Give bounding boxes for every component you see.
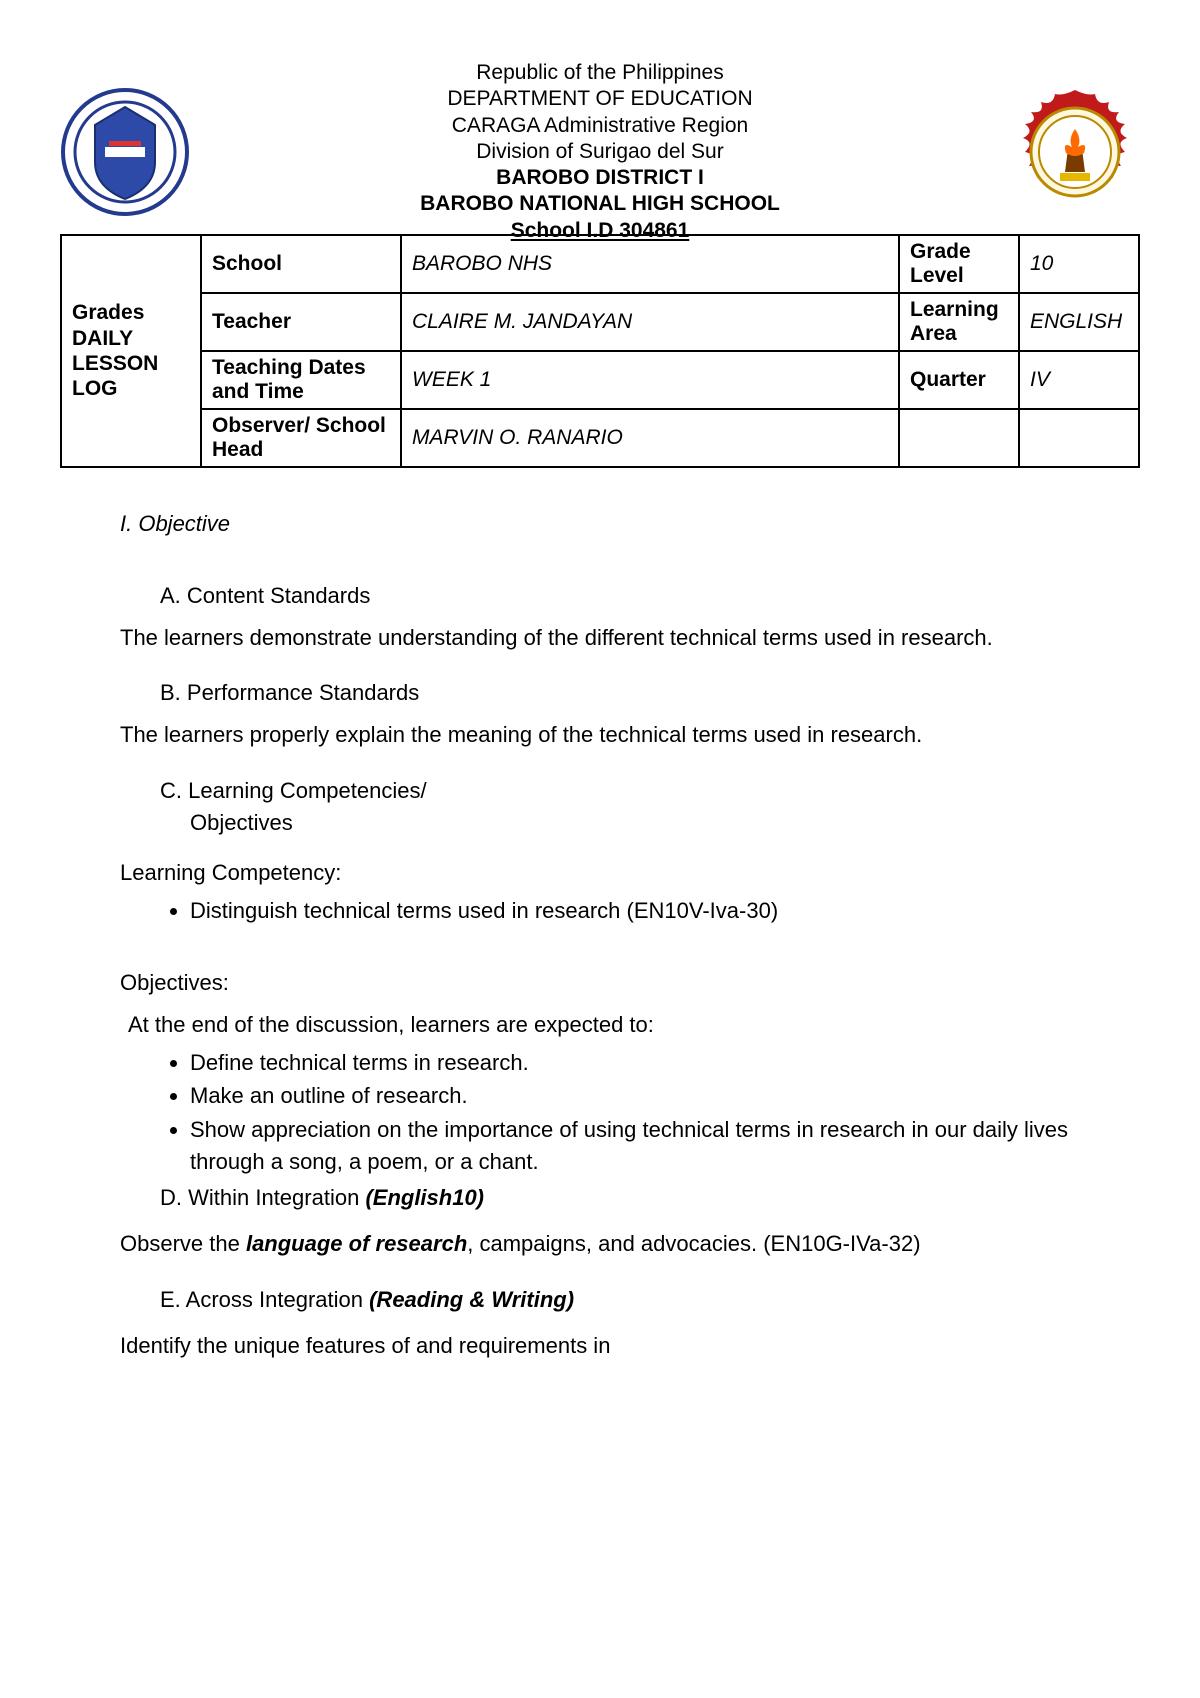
section-c-label-line2: Objectives bbox=[190, 807, 1080, 839]
objectives-title: Objectives: bbox=[120, 967, 1080, 999]
section-a-label: A. Content Standards bbox=[160, 580, 1080, 612]
info-label2: Learning Area bbox=[899, 293, 1019, 351]
section-d-text: Observe the language of research, campai… bbox=[120, 1228, 1080, 1260]
info-value2: IV bbox=[1019, 351, 1139, 409]
section-e-label-pre: E. Across Integration bbox=[160, 1287, 369, 1312]
info-value2 bbox=[1019, 409, 1139, 467]
section-d-text-bold: language of research bbox=[246, 1231, 467, 1256]
side-label-text: Grades DAILY LESSON LOG bbox=[72, 300, 190, 401]
table-row: Teacher CLAIRE M. JANDAYAN Learning Area… bbox=[61, 293, 1139, 351]
info-value: MARVIN O. RANARIO bbox=[401, 409, 899, 467]
info-value: WEEK 1 bbox=[401, 351, 899, 409]
objectives-intro: At the end of the discussion, learners a… bbox=[128, 1009, 1080, 1041]
info-value2: ENGLISH bbox=[1019, 293, 1139, 351]
section-d-label: D. Within Integration (English10) bbox=[160, 1182, 1080, 1214]
info-label: Teacher bbox=[201, 293, 401, 351]
info-value: CLAIRE M. JANDAYAN bbox=[401, 293, 899, 351]
info-label2 bbox=[899, 409, 1019, 467]
section-c-label-line1: C. Learning Competencies/ bbox=[160, 775, 1080, 807]
header-line-6: BAROBO NATIONAL HIGH SCHOOL bbox=[190, 191, 1010, 217]
objectives-list: Define technical terms in research. Make… bbox=[190, 1047, 1080, 1179]
learning-competency-title: Learning Competency: bbox=[120, 857, 1080, 889]
header-text-block: Republic of the Philippines DEPARTMENT O… bbox=[190, 60, 1010, 244]
section-e-text: Identify the unique features of and requ… bbox=[120, 1330, 1080, 1362]
document-header: Republic of the Philippines DEPARTMENT O… bbox=[60, 60, 1140, 244]
section-title-objective: I. Objective bbox=[120, 508, 1080, 540]
section-b-label: B. Performance Standards bbox=[160, 677, 1080, 709]
section-a-text: The learners demonstrate understanding o… bbox=[120, 622, 1080, 654]
section-d-label-ital: (English10) bbox=[365, 1185, 484, 1210]
list-item: Distinguish technical terms used in rese… bbox=[190, 895, 1080, 927]
info-value2: 10 bbox=[1019, 235, 1139, 293]
school-seal-logo bbox=[1010, 87, 1140, 217]
document-body: I. Objective A. Content Standards The le… bbox=[60, 508, 1140, 1362]
learning-competency-list: Distinguish technical terms used in rese… bbox=[190, 895, 1080, 927]
header-line-2: DEPARTMENT OF EDUCATION bbox=[190, 86, 1010, 112]
deped-seal-logo bbox=[60, 87, 190, 217]
section-d-text-pre: Observe the bbox=[120, 1231, 246, 1256]
header-line-3: CARAGA Administrative Region bbox=[190, 113, 1010, 139]
header-line-5: BAROBO DISTRICT I bbox=[190, 165, 1010, 191]
table-row: Teaching Dates and Time WEEK 1 Quarter I… bbox=[61, 351, 1139, 409]
section-b-text: The learners properly explain the meanin… bbox=[120, 719, 1080, 751]
side-label: Grades DAILY LESSON LOG bbox=[61, 235, 201, 467]
info-label: Observer/ School Head bbox=[201, 409, 401, 467]
header-line-4: Division of Surigao del Sur bbox=[190, 139, 1010, 165]
section-d-label-pre: D. Within Integration bbox=[160, 1185, 365, 1210]
table-row: Observer/ School Head MARVIN O. RANARIO bbox=[61, 409, 1139, 467]
list-item: Show appreciation on the importance of u… bbox=[190, 1114, 1080, 1178]
info-label: Teaching Dates and Time bbox=[201, 351, 401, 409]
list-item: Make an outline of research. bbox=[190, 1080, 1080, 1112]
header-school-id: School I.D 304861 bbox=[190, 218, 1010, 244]
section-d-text-post: , campaigns, and advocacies. (EN10G-IVa-… bbox=[467, 1231, 920, 1256]
lesson-info-table: Grades DAILY LESSON LOG School BAROBO NH… bbox=[60, 234, 1140, 468]
section-e-label-ital: (Reading & Writing) bbox=[369, 1287, 574, 1312]
header-line-1: Republic of the Philippines bbox=[190, 60, 1010, 86]
list-item: Define technical terms in research. bbox=[190, 1047, 1080, 1079]
section-e-label: E. Across Integration (Reading & Writing… bbox=[160, 1284, 1080, 1316]
info-label2: Quarter bbox=[899, 351, 1019, 409]
